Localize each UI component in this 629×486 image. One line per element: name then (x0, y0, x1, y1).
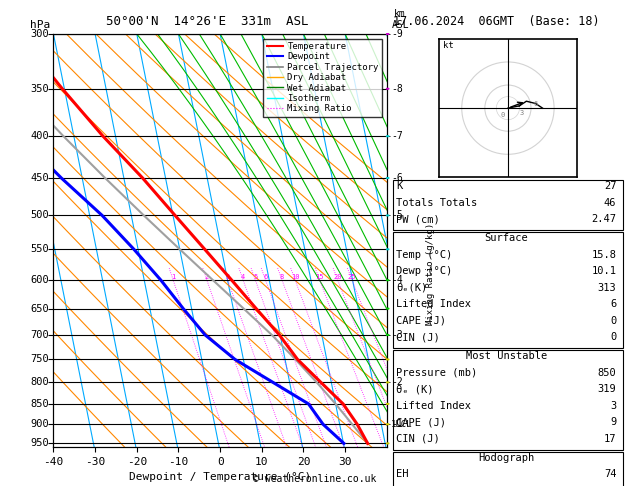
Text: 950: 950 (31, 438, 50, 449)
Text: 1: 1 (171, 274, 175, 280)
Text: © weatheronline.co.uk: © weatheronline.co.uk (253, 473, 376, 484)
Text: 2: 2 (205, 274, 209, 280)
Text: -4: -4 (391, 275, 403, 285)
Text: 3: 3 (520, 110, 524, 116)
Text: -2: -2 (391, 377, 403, 387)
Text: 300: 300 (31, 29, 50, 39)
Text: EH: EH (396, 469, 409, 480)
Text: CAPE (J): CAPE (J) (396, 417, 446, 428)
Text: 0: 0 (610, 316, 616, 326)
Text: 5: 5 (253, 274, 257, 280)
Text: 10.1: 10.1 (591, 266, 616, 277)
Text: PW (cm): PW (cm) (396, 214, 440, 225)
Text: -3: -3 (391, 330, 403, 340)
Text: 4: 4 (241, 274, 245, 280)
Text: 20: 20 (333, 274, 342, 280)
Text: Mixing Ratio (g/kg): Mixing Ratio (g/kg) (426, 223, 435, 325)
Text: 10: 10 (291, 274, 299, 280)
Text: Temp (°C): Temp (°C) (396, 250, 452, 260)
Text: Dewp (°C): Dewp (°C) (396, 266, 452, 277)
Text: 750: 750 (31, 354, 50, 364)
Text: 6: 6 (533, 101, 538, 107)
Text: kt: kt (443, 41, 454, 50)
Text: 50°00'N  14°26'E  331m  ASL: 50°00'N 14°26'E 331m ASL (106, 15, 309, 28)
Text: 15.8: 15.8 (591, 250, 616, 260)
Text: 3: 3 (226, 274, 230, 280)
Text: CIN (J): CIN (J) (396, 332, 440, 343)
Text: -1: -1 (391, 419, 403, 429)
Text: 850: 850 (598, 368, 616, 378)
Text: 500: 500 (31, 210, 50, 221)
Text: 550: 550 (31, 244, 50, 254)
Text: 0: 0 (610, 332, 616, 343)
Text: -8: -8 (391, 84, 403, 94)
Text: 800: 800 (31, 377, 50, 387)
Text: 9: 9 (610, 417, 616, 428)
X-axis label: Dewpoint / Temperature (°C): Dewpoint / Temperature (°C) (129, 472, 311, 483)
Legend: Temperature, Dewpoint, Parcel Trajectory, Dry Adiabat, Wet Adiabat, Isotherm, Mi: Temperature, Dewpoint, Parcel Trajectory… (263, 38, 382, 117)
Text: 17.06.2024  06GMT  (Base: 18): 17.06.2024 06GMT (Base: 18) (393, 15, 599, 28)
Text: 6: 6 (264, 274, 268, 280)
Text: Pressure (mb): Pressure (mb) (396, 368, 477, 378)
Text: -7: -7 (391, 131, 403, 141)
Text: 25: 25 (348, 274, 356, 280)
Text: 8: 8 (280, 274, 284, 280)
Text: CAPE (J): CAPE (J) (396, 316, 446, 326)
Text: 900: 900 (31, 419, 50, 429)
Text: K: K (396, 181, 403, 191)
Text: 15: 15 (316, 274, 324, 280)
Text: 319: 319 (598, 384, 616, 395)
Text: 400: 400 (31, 131, 50, 141)
Text: 600: 600 (31, 275, 50, 285)
Text: -5: -5 (391, 210, 403, 221)
Text: Totals Totals: Totals Totals (396, 198, 477, 208)
Text: hPa: hPa (30, 20, 50, 30)
Text: Lifted Index: Lifted Index (396, 401, 471, 411)
Text: 6: 6 (610, 299, 616, 310)
Text: θₑ (K): θₑ (K) (396, 384, 434, 395)
Text: 650: 650 (31, 304, 50, 313)
Text: 46: 46 (604, 198, 616, 208)
Text: 850: 850 (31, 399, 50, 409)
Text: Most Unstable: Most Unstable (465, 351, 547, 362)
Text: -9: -9 (391, 29, 403, 39)
Text: 350: 350 (31, 84, 50, 94)
Text: 27: 27 (604, 181, 616, 191)
Text: CIN (J): CIN (J) (396, 434, 440, 444)
Text: 700: 700 (31, 330, 50, 340)
Text: 3: 3 (610, 401, 616, 411)
Text: 450: 450 (31, 173, 50, 183)
Text: km
ASL: km ASL (391, 9, 409, 30)
Text: 17: 17 (604, 434, 616, 444)
Text: 1LCL: 1LCL (391, 420, 413, 429)
Text: Lifted Index: Lifted Index (396, 299, 471, 310)
Text: 2.47: 2.47 (591, 214, 616, 225)
Text: 313: 313 (598, 283, 616, 293)
Text: 0: 0 (501, 112, 505, 119)
Text: Hodograph: Hodograph (478, 453, 535, 463)
Text: Surface: Surface (484, 233, 528, 243)
Text: θₑ(K): θₑ(K) (396, 283, 428, 293)
Text: -6: -6 (391, 173, 403, 183)
Text: 74: 74 (604, 469, 616, 480)
